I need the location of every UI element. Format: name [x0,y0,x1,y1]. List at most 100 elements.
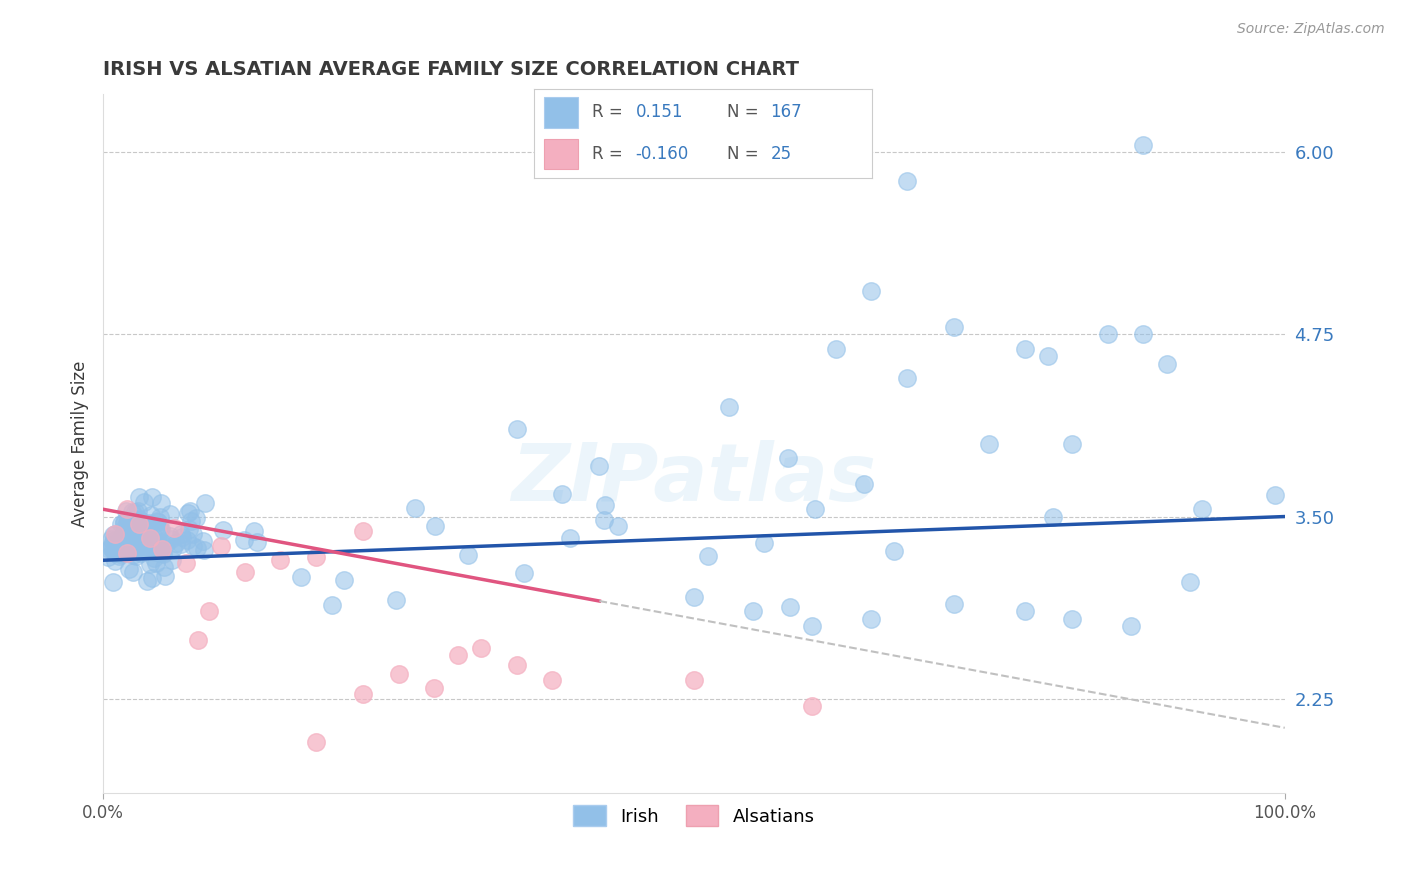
Point [108,547,131,561]
Point [114,531,136,545]
Point [333,573,356,587]
Point [115,546,138,560]
Point [121,565,143,579]
Point [506,658,529,673]
Point [801,619,824,633]
Point [801,698,824,713]
Point [1132,138,1154,153]
Point [108,538,131,552]
Point [124,505,146,519]
Point [404,501,426,516]
Point [132,495,155,509]
Point [321,599,343,613]
Point [148,520,170,534]
Point [139,508,162,522]
Point [117,513,139,527]
Point [1042,510,1064,524]
Point [149,510,172,524]
Point [212,523,235,537]
Point [1264,488,1286,502]
Point [155,537,177,551]
Point [124,519,146,533]
Point [136,574,159,589]
Point [104,527,127,541]
Text: -0.160: -0.160 [636,145,689,163]
Point [110,537,132,551]
Point [134,538,156,552]
Point [1121,619,1143,633]
Point [110,530,132,544]
Point [181,526,204,541]
Point [112,524,135,539]
Point [110,516,132,531]
Point [149,522,172,536]
Point [446,648,468,662]
Point [132,544,155,558]
Point [269,553,291,567]
Point [141,539,163,553]
Point [595,498,617,512]
Point [163,521,186,535]
Point [141,490,163,504]
Point [97,549,120,564]
Point [114,532,136,546]
Point [153,560,176,574]
Y-axis label: Average Family Size: Average Family Size [72,360,89,527]
Point [352,687,374,701]
Text: Source: ZipAtlas.com: Source: ZipAtlas.com [1237,22,1385,37]
Point [752,536,775,550]
Point [607,519,630,533]
Point [186,541,208,555]
Point [149,522,172,536]
Point [118,542,141,557]
Point [128,516,150,531]
Text: IRISH VS ALSATIAN AVERAGE FAMILY SIZE CORRELATION CHART: IRISH VS ALSATIAN AVERAGE FAMILY SIZE CO… [103,60,799,78]
Point [100,533,122,547]
Point [136,516,159,531]
Point [170,527,193,541]
Point [115,502,138,516]
Point [683,590,706,604]
Point [896,174,918,188]
Point [122,549,145,563]
Point [560,531,582,545]
Point [162,553,184,567]
Point [112,546,135,560]
Point [111,542,134,557]
Point [146,516,169,530]
Point [125,549,148,564]
Text: R =: R = [592,145,623,163]
Point [138,516,160,530]
Point [112,516,135,530]
Point [125,541,148,555]
Point [101,538,124,552]
Point [141,571,163,585]
Point [159,507,181,521]
Point [159,529,181,543]
Point [233,533,256,547]
Point [118,562,141,576]
Point [108,536,131,550]
Point [179,504,201,518]
Point [1191,502,1213,516]
Point [136,528,159,542]
Point [804,501,827,516]
Point [1062,436,1084,450]
Point [184,511,207,525]
Text: 0.151: 0.151 [636,103,683,121]
Point [169,537,191,551]
Point [145,545,167,559]
Point [107,549,129,563]
Text: N =: N = [727,145,758,163]
Point [243,524,266,539]
Point [165,536,187,550]
Point [148,534,170,549]
Point [128,490,150,504]
Point [121,505,143,519]
Point [177,506,200,520]
Point [118,517,141,532]
Point [696,549,718,563]
Point [118,525,141,540]
Point [942,597,965,611]
Point [423,681,446,696]
